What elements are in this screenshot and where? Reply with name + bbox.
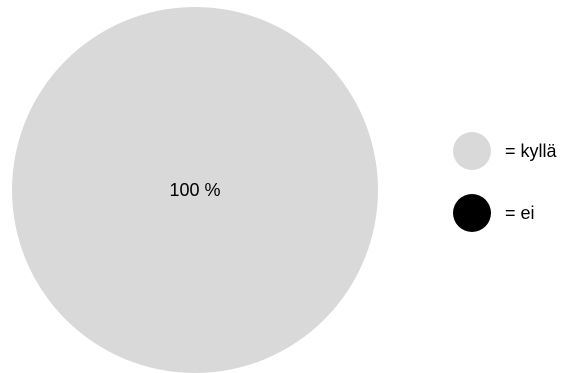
slice-label-0: 100 %	[169, 180, 220, 200]
legend: = kyllä = ei	[453, 132, 558, 232]
legend-marker-1	[453, 194, 491, 232]
legend-marker-0	[453, 132, 491, 170]
pie-slice-0	[12, 7, 378, 373]
legend-label-1: = ei	[505, 203, 535, 223]
pie-slices: 100 %	[12, 7, 378, 373]
legend-label-0: = kyllä	[505, 141, 558, 161]
